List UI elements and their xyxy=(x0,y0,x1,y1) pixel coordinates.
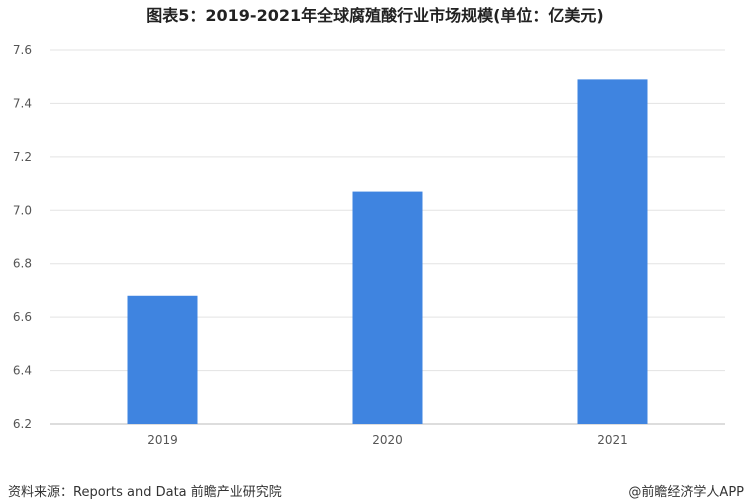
y-tick-label: 7.0 xyxy=(13,203,32,217)
y-tick-label: 7.6 xyxy=(13,43,32,57)
x-tick-label: 2021 xyxy=(597,433,628,447)
y-tick-label: 6.8 xyxy=(13,257,32,271)
bar-2021 xyxy=(577,79,648,424)
y-tick-label: 6.2 xyxy=(13,417,32,431)
chart-title: 图表5：2019-2021年全球腐殖酸行业市场规模(单位：亿美元) xyxy=(146,6,604,25)
bar-2020 xyxy=(352,191,423,424)
bar-2019 xyxy=(127,295,198,424)
x-tick-label: 2019 xyxy=(147,433,178,447)
y-tick-label: 7.4 xyxy=(13,96,32,110)
credit-note: @前瞻经济学人APP xyxy=(628,485,744,500)
source-note: 资料来源：Reports and Data 前瞻产业研究院 xyxy=(8,485,282,500)
y-tick-label: 6.4 xyxy=(13,364,32,378)
y-tick-label: 7.2 xyxy=(13,150,32,164)
x-tick-label: 2020 xyxy=(372,433,403,447)
y-tick-label: 6.6 xyxy=(13,310,32,324)
